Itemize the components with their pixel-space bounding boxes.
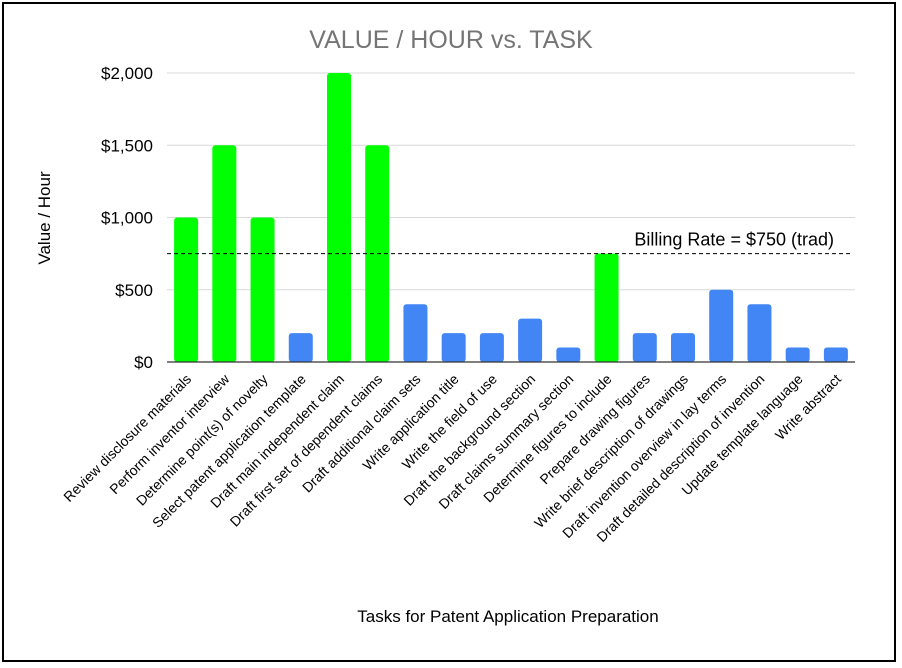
y-tick-label: $2,000 <box>101 64 153 83</box>
grid-lines <box>167 72 855 291</box>
x-axis-label: Tasks for Patent Application Preparation <box>357 607 658 626</box>
bar <box>671 333 695 362</box>
bar <box>288 333 313 362</box>
y-tick-label: $0 <box>134 353 153 372</box>
bar <box>250 217 275 362</box>
bar <box>174 217 199 362</box>
bar <box>823 347 848 362</box>
bar <box>403 304 428 362</box>
bar <box>594 253 619 362</box>
billing-rate-label: Billing Rate = $750 (trad) <box>634 230 834 250</box>
y-tick-label: $500 <box>115 281 153 300</box>
y-axis-ticks: $0 $500 $1,000 $1,500 $2,000 <box>101 64 153 372</box>
y-tick-label: $1,000 <box>101 209 153 228</box>
chart-title: VALUE / HOUR vs. TASK <box>309 26 593 54</box>
bar <box>479 333 504 362</box>
bar <box>747 304 772 362</box>
chart-frame <box>2 2 896 662</box>
y-axis-label: Value / Hour <box>35 171 54 265</box>
bar <box>632 333 657 362</box>
bar <box>441 333 466 362</box>
bar <box>785 347 810 362</box>
bar <box>327 73 351 362</box>
bar <box>556 347 581 362</box>
bar <box>709 289 734 362</box>
y-tick-label: $1,500 <box>101 136 153 155</box>
bar <box>518 318 543 362</box>
